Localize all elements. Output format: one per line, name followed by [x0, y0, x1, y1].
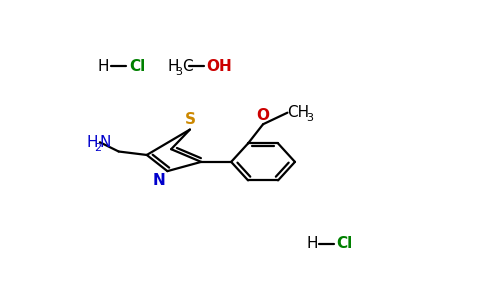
- Text: H: H: [306, 236, 318, 251]
- Text: Cl: Cl: [336, 236, 352, 251]
- Text: C: C: [182, 58, 192, 74]
- Text: S: S: [184, 112, 196, 127]
- Text: Cl: Cl: [129, 58, 145, 74]
- Text: 2: 2: [94, 143, 101, 153]
- Text: N: N: [153, 173, 166, 188]
- Text: OH: OH: [206, 58, 232, 74]
- Text: CH: CH: [287, 105, 310, 120]
- Text: O: O: [257, 108, 270, 123]
- Text: 3: 3: [175, 67, 182, 77]
- Text: N: N: [100, 135, 111, 150]
- Text: H: H: [167, 58, 179, 74]
- Text: H: H: [87, 135, 98, 150]
- Text: H: H: [98, 58, 109, 74]
- Text: 3: 3: [306, 113, 313, 124]
